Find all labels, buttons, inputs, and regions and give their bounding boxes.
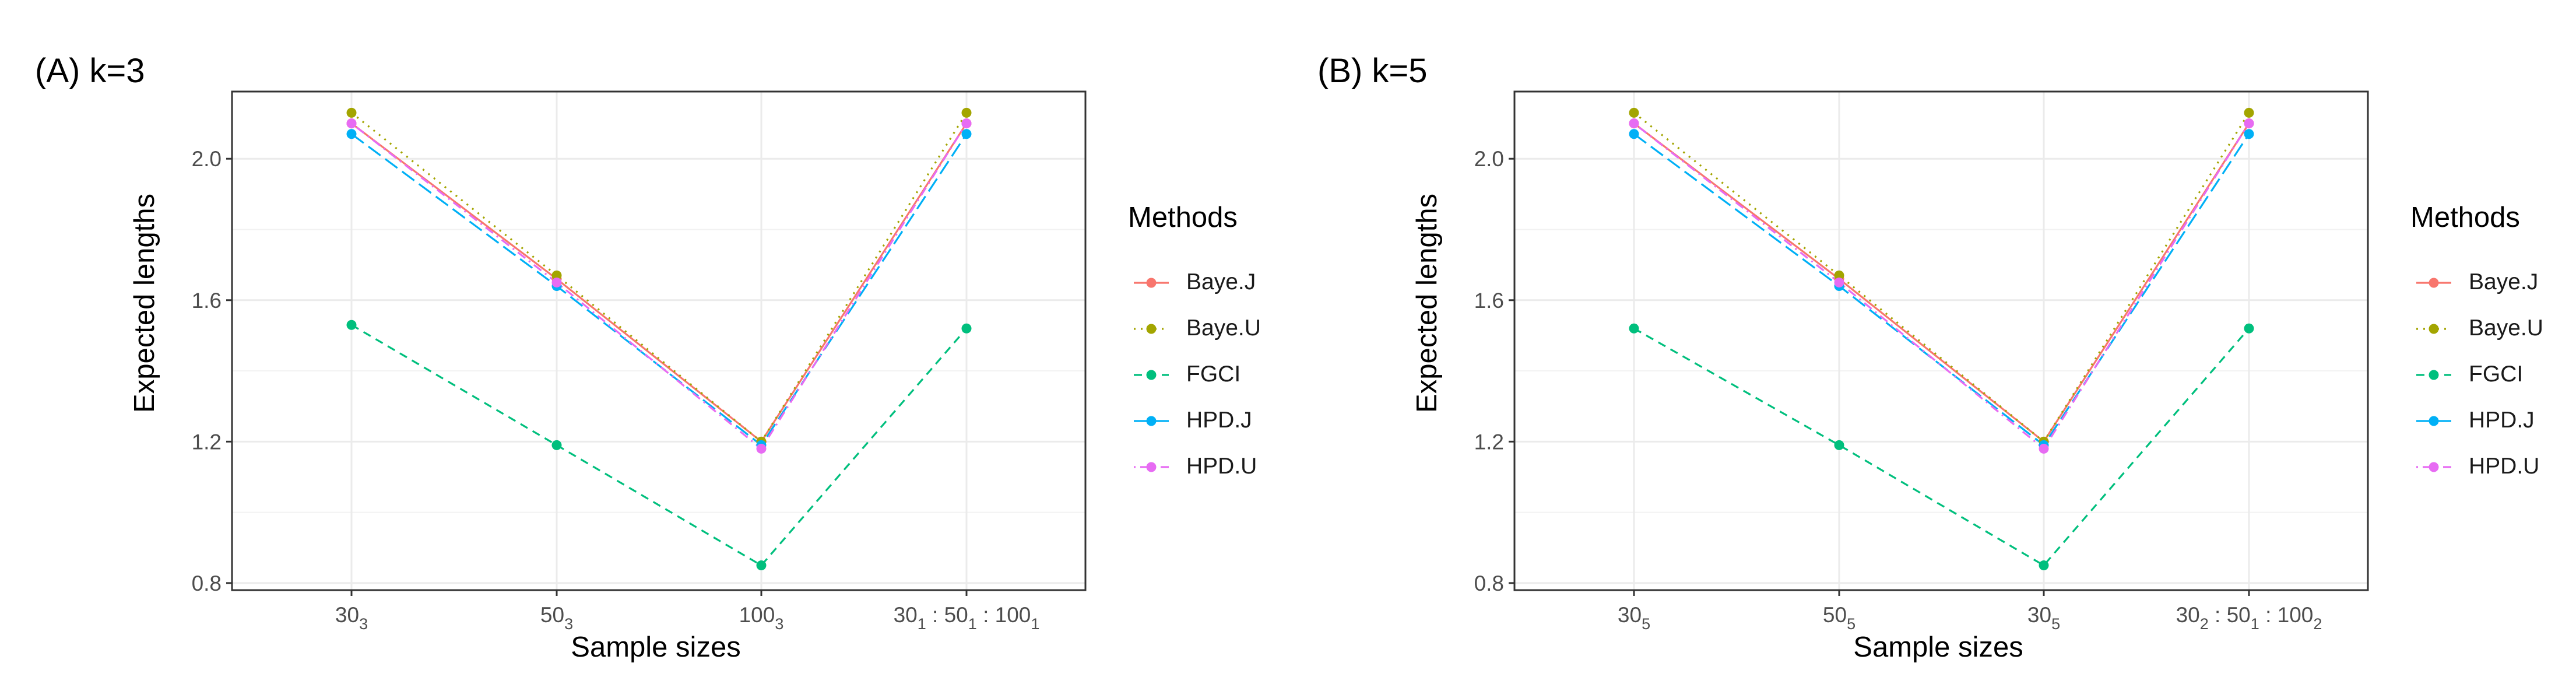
chart-b-point-fgci: [1629, 323, 1639, 334]
chart-a-title: (A) k=3: [35, 52, 145, 90]
chart-a-point-hpd-u: [346, 118, 357, 129]
chart-b-legend-key-point-fgci: [2429, 370, 2439, 380]
chart-b-point-baye-u: [1834, 270, 1844, 280]
chart-a-series-line-baye-u: [351, 112, 968, 443]
chart-a-series-line-hpd-j: [351, 133, 968, 447]
chart-b-legend-label-hpd-j: HPD.J: [2469, 408, 2535, 433]
chart-a-point-fgci: [346, 320, 357, 330]
chart-b-y-tick-label: 0.8: [1474, 571, 1504, 595]
chart-b-svg: 0.8 1.2 1.6 2.0 305​ 505​ 305​ 302​ : 501​ : 10…: [1474, 90, 2451, 633]
chart-b-title: (B) k=5: [1317, 52, 1428, 90]
chart-b-point-hpd-u: [2039, 443, 2049, 454]
chart-a-x-tick-label: 301​ : 501​ : 1001​: [894, 603, 1040, 633]
chart-b-point-fgci: [2039, 560, 2049, 571]
chart-a-legend-key-point-hpd-j: [1146, 416, 1157, 426]
chart-b-x-axis-title: Sample sizes: [1853, 632, 2023, 663]
chart-b-x-tick-label: 305​: [2027, 603, 2060, 633]
chart-a-legend-label-fgci: FGCI: [1186, 362, 1241, 387]
chart-a-point-hpd-u: [756, 443, 767, 454]
chart-a-y-axis-title: Expected lengths: [129, 194, 160, 413]
chart-b-legend-label-baye-u: Baye.U: [2469, 315, 2543, 341]
chart-b-point-hpd-j: [2244, 129, 2254, 139]
chart-a-legend-label-hpd-u: HPD.U: [1186, 454, 1257, 479]
chart-a-y-tick-label: 0.8: [192, 571, 222, 595]
chart-a-y-tick-label: 1.6: [192, 289, 222, 313]
chart-b-legend-title: Methods: [2410, 202, 2520, 233]
chart-b-legend-label-fgci: FGCI: [2469, 362, 2524, 387]
chart-a-y-tick-label: 1.2: [192, 430, 222, 454]
chart-a-series-line-fgci: [351, 324, 968, 567]
chart-b-point-hpd-u: [2244, 118, 2254, 129]
chart-b-x-tick-label: 305​: [1618, 603, 1650, 633]
chart-a-point-hpd-u: [961, 118, 972, 129]
chart-a-legend-key-point-baye-u: [1146, 324, 1157, 334]
chart-a-point-hpd-j: [346, 129, 357, 139]
chart-b-series-line-hpd-j: [1633, 133, 2250, 447]
chart-b-legend-key-point-baye-j: [2429, 278, 2439, 288]
chart-b-legend-label-hpd-u: HPD.U: [2469, 454, 2540, 479]
chart-panel-a: 0.8 1.2 1.6 2.0 303​ 503​ 1003​ 301​ : 501​ : 1…: [0, 0, 1282, 698]
chart-b-point-hpd-u: [1834, 277, 1844, 287]
chart-b-y-tick-label: 2.0: [1474, 147, 1504, 171]
chart-b-series-line-fgci: [1633, 327, 2250, 567]
chart-a-legend-key-point-baye-j: [1146, 278, 1157, 288]
chart-b-series-line-baye-j: [1633, 122, 2250, 443]
chart-a-point-fgci: [756, 560, 767, 571]
chart-b-point-hpd-u: [1629, 118, 1639, 129]
chart-a-point-fgci: [961, 323, 972, 334]
chart-b-point-fgci: [2244, 323, 2254, 334]
chart-a-point-hpd-u: [551, 277, 562, 287]
chart-b-point-baye-u: [2244, 107, 2254, 118]
chart-a-legend-label-hpd-j: HPD.J: [1186, 408, 1252, 433]
chart-a-legend-label-baye-j: Baye.J: [1186, 269, 1256, 294]
chart-a-x-tick-label: 503​: [540, 603, 573, 633]
chart-a-point-hpd-j: [961, 129, 972, 139]
chart-a-point-baye-u: [961, 107, 972, 118]
chart-b-y-axis-title: Expected lengths: [1411, 194, 1443, 413]
chart-b-x-tick-label: 505​: [1823, 603, 1855, 633]
chart-a-x-tick-label: 1003​: [739, 603, 784, 633]
chart-b-legend-key-point-baye-u: [2429, 324, 2439, 334]
chart-a-svg: 0.8 1.2 1.6 2.0 303​ 503​ 1003​ 301​ : 501​ : 1…: [192, 90, 1169, 633]
chart-b-legend-key-point-hpd-u: [2429, 462, 2439, 472]
chart-a-legend-key-point-fgci: [1146, 370, 1157, 380]
chart-b-legend-key-point-hpd-j: [2429, 416, 2439, 426]
chart-b-series-line-baye-u: [1633, 112, 2250, 443]
chart-b-series-line-hpd-u: [1633, 122, 2250, 450]
chart-a-series-line-baye-j: [351, 122, 968, 443]
chart-b-y-tick-label: 1.2: [1474, 430, 1504, 454]
chart-a-legend-label-baye-u: Baye.U: [1186, 315, 1261, 341]
chart-a-x-tick-label: 303​: [335, 603, 368, 633]
chart-a-legend-key-point-hpd-u: [1146, 462, 1157, 472]
chart-b-point-hpd-j: [1629, 129, 1639, 139]
chart-b-point-baye-u: [1629, 107, 1639, 118]
chart-b-point-fgci: [1834, 440, 1844, 450]
chart-panel-b: 0.8 1.2 1.6 2.0 305​ 505​ 305​ 302​ : 501​ : 10…: [1282, 0, 2565, 698]
chart-b-y-tick-label: 1.6: [1474, 289, 1504, 313]
chart-a-plot-border: [231, 90, 1087, 591]
chart-a-series-line-hpd-u: [351, 122, 968, 450]
chart-b-legend-label-baye-j: Baye.J: [2469, 269, 2539, 294]
chart-b-plot-border: [1513, 90, 2369, 591]
chart-a-point-fgci: [551, 440, 562, 450]
chart-a-x-axis-title: Sample sizes: [571, 632, 741, 663]
chart-a-y-tick-label: 2.0: [192, 147, 222, 171]
chart-a-point-baye-u: [551, 270, 562, 280]
chart-a-legend-title: Methods: [1128, 202, 1238, 233]
chart-b-x-tick-label: 302​ : 501​ : 1002​: [2176, 603, 2322, 633]
chart-a-point-baye-u: [346, 107, 357, 118]
